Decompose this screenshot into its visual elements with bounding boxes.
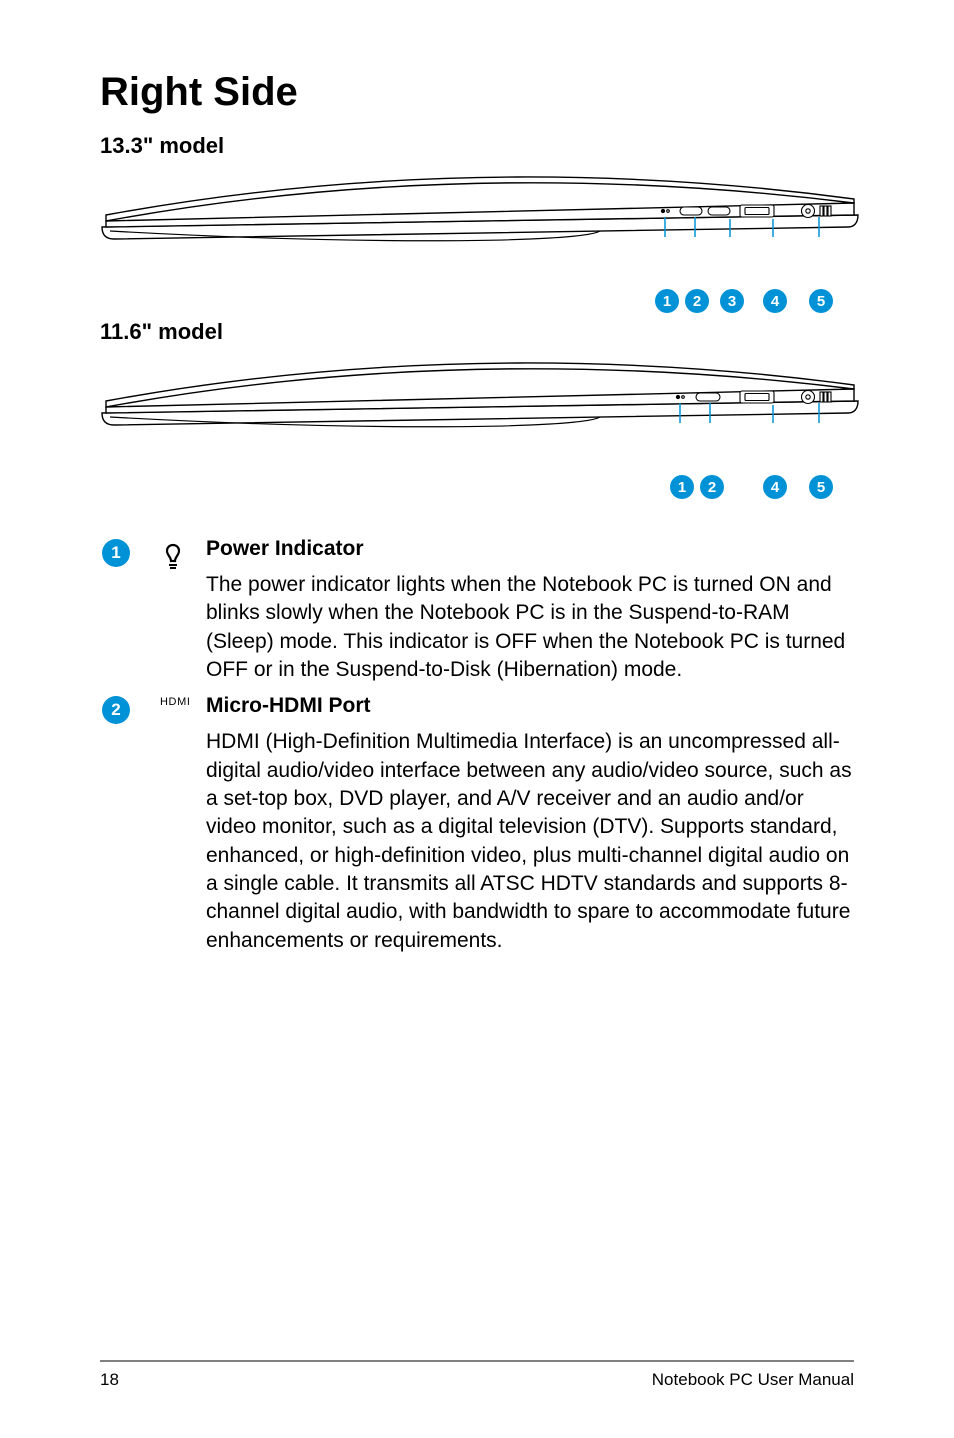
callout-3: 3 [720,289,744,313]
callout-4: 4 [763,289,787,313]
callout-5: 5 [809,289,833,313]
item-1-body: The power indicator lights when the Note… [206,571,854,684]
laptop-side-13-illustration [100,175,860,255]
figure-13-3-model: 1 2 3 4 5 [100,165,854,295]
callout-5b: 5 [809,475,833,499]
callout-2: 2 [685,289,709,313]
hdmi-icon: HDMI [160,696,191,708]
laptop-side-11-illustration [100,361,860,441]
list-number-1: 1 [102,539,130,567]
callout-1b: 1 [670,475,694,499]
figure-11-6-model: 1 2 4 5 [100,351,854,481]
power-icon [160,539,186,569]
list-number-2: 2 [102,696,130,724]
callout-4b: 4 [763,475,787,499]
page-number: 18 [100,1370,119,1390]
item-2-title: Micro-HDMI Port [206,694,854,718]
footer-label: Notebook PC User Manual [652,1370,854,1390]
model-label-13: 13.3" model [100,133,854,159]
page-title: Right Side [100,70,854,115]
page-footer: 18 Notebook PC User Manual [100,1360,854,1390]
callout-1: 1 [655,289,679,313]
callout-2b: 2 [700,475,724,499]
model-label-11: 11.6" model [100,319,854,345]
item-2-body: HDMI (High-Definition Multimedia Interfa… [206,728,854,955]
item-1-title: Power Indicator [206,537,854,561]
